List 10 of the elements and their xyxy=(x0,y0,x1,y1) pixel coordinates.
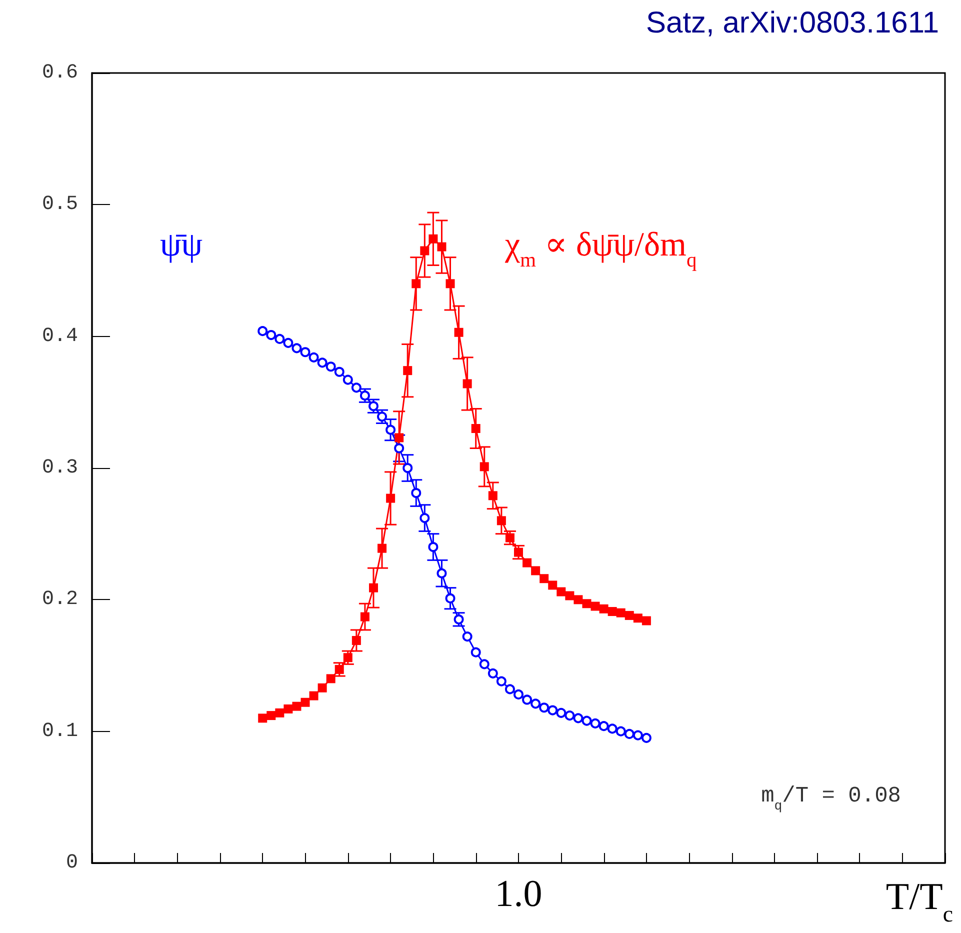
y-tick-label: 0.6 xyxy=(42,62,78,84)
text: ψ̄ψ xyxy=(160,226,203,264)
y-tick-label: 0.2 xyxy=(42,588,78,612)
y-tick-label: 0.3 xyxy=(42,456,78,480)
x-tick-label: 1.0 xyxy=(494,873,542,915)
text: Satz, arXiv:0803.1611 xyxy=(646,6,939,40)
y-tick-label: 0.5 xyxy=(42,193,78,216)
y-tick-label: 0.1 xyxy=(42,720,78,743)
y-tick-label: 0 xyxy=(66,852,78,874)
y-tick-label: 0.4 xyxy=(42,324,78,348)
